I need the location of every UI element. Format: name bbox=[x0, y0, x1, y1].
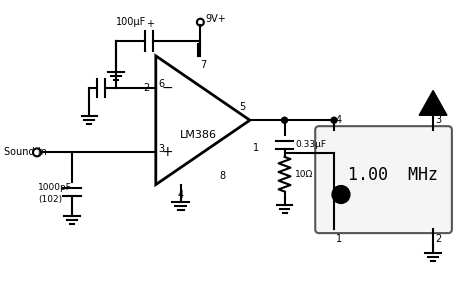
Text: +: + bbox=[146, 19, 154, 29]
Text: LM386: LM386 bbox=[179, 130, 217, 140]
Text: 1000pF: 1000pF bbox=[38, 182, 72, 192]
Text: 4: 4 bbox=[177, 190, 183, 200]
Circle shape bbox=[282, 117, 288, 123]
Polygon shape bbox=[419, 90, 447, 115]
Text: 10Ω: 10Ω bbox=[295, 170, 314, 179]
FancyBboxPatch shape bbox=[315, 126, 452, 233]
Text: 1: 1 bbox=[336, 234, 342, 244]
Text: 100µF: 100µF bbox=[116, 17, 146, 27]
Text: (102): (102) bbox=[38, 195, 62, 204]
Text: 7: 7 bbox=[200, 60, 206, 70]
Circle shape bbox=[331, 117, 337, 123]
Text: 9V+: 9V+ bbox=[205, 14, 226, 24]
Text: 1.00  MHz: 1.00 MHz bbox=[348, 166, 438, 184]
Text: 1: 1 bbox=[253, 143, 259, 153]
Text: +: + bbox=[162, 145, 173, 159]
Text: 3: 3 bbox=[435, 115, 441, 125]
Text: 6: 6 bbox=[159, 79, 165, 89]
Text: 2: 2 bbox=[435, 234, 441, 244]
Text: −: − bbox=[162, 81, 173, 95]
Text: 5: 5 bbox=[239, 102, 245, 112]
Circle shape bbox=[332, 186, 350, 203]
Text: 2: 2 bbox=[143, 83, 149, 93]
Text: 8: 8 bbox=[219, 171, 225, 181]
Text: 0.33µF: 0.33µF bbox=[295, 140, 327, 150]
Text: 3: 3 bbox=[159, 144, 165, 154]
Text: Sound In: Sound In bbox=[4, 147, 47, 157]
Text: 4: 4 bbox=[336, 115, 342, 125]
